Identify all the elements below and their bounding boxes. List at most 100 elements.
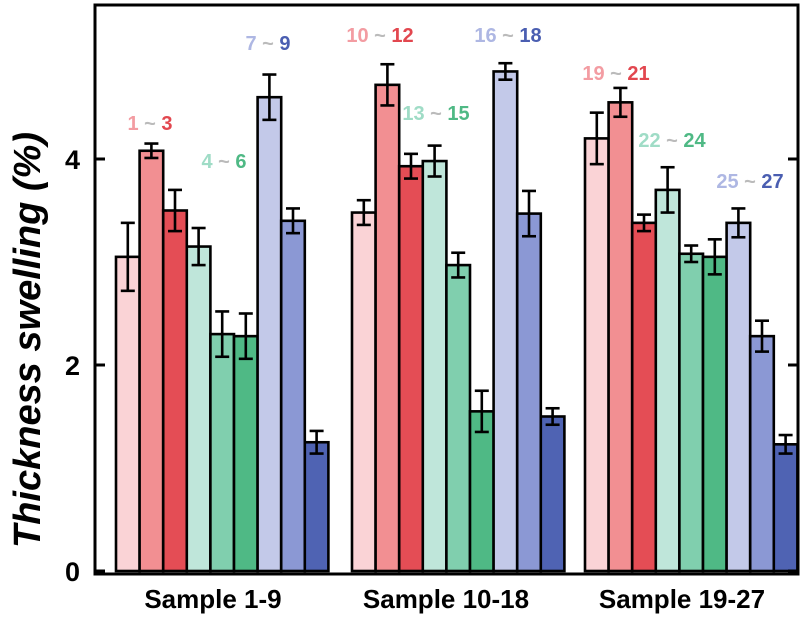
annotation-part: ~ bbox=[739, 171, 762, 193]
annotation-part: 12 bbox=[391, 25, 413, 47]
bar-g1-b9 bbox=[303, 440, 330, 573]
annotation-part: ~ bbox=[425, 103, 448, 125]
bar-g3-b9 bbox=[772, 443, 799, 573]
error-bar-g2-b6 bbox=[474, 389, 489, 434]
annotation-part: 25 bbox=[716, 171, 738, 193]
error-bar-g1-b9 bbox=[309, 429, 324, 455]
bar-g1-b2 bbox=[138, 149, 165, 573]
annotation-part: 15 bbox=[447, 103, 469, 125]
bar-g2-b6 bbox=[468, 410, 495, 573]
bar-range-annotation: 16 ~ 18 bbox=[474, 25, 541, 47]
annotation-part: ~ bbox=[213, 151, 236, 173]
bar-g2-b5 bbox=[445, 263, 472, 573]
annotation-part: 1 bbox=[127, 113, 138, 135]
bar-g1-b7 bbox=[256, 95, 283, 573]
bar-range-annotation: 25 ~ 27 bbox=[716, 171, 783, 193]
error-bar-g3-b6 bbox=[707, 238, 722, 276]
error-bar-g3-b7 bbox=[731, 207, 746, 239]
bar-g1-b5 bbox=[209, 332, 236, 573]
bar-g1-b8 bbox=[279, 219, 307, 573]
error-bar-g1-b6 bbox=[238, 312, 253, 361]
annotation-part: 6 bbox=[235, 151, 246, 173]
bar-range-annotation: 10 ~ 12 bbox=[346, 25, 413, 47]
bar-g3-b8 bbox=[748, 334, 776, 573]
annotation-part: 16 bbox=[474, 25, 496, 47]
annotation-part: 21 bbox=[627, 63, 649, 85]
x-category-label: Sample 10-18 bbox=[363, 584, 529, 614]
annotation-part: 24 bbox=[683, 130, 706, 152]
error-bar-g1-b8 bbox=[286, 207, 300, 235]
bar-range-annotation: 13 ~ 15 bbox=[402, 103, 469, 125]
bar-g3-b1 bbox=[583, 137, 610, 573]
bar-g2-b3 bbox=[397, 164, 425, 573]
error-bars-layer bbox=[120, 61, 793, 455]
error-bar-g2-b2 bbox=[380, 62, 395, 107]
annotation-part: 19 bbox=[582, 63, 604, 85]
annotation-part: ~ bbox=[257, 33, 280, 55]
bar-g2-b4 bbox=[421, 159, 448, 573]
bar-g2-b7 bbox=[492, 70, 519, 573]
y-tick-label: 0 bbox=[65, 557, 80, 587]
bar-range-annotation: 19 ~ 21 bbox=[582, 63, 649, 85]
bar-range-annotation: 7 ~ 9 bbox=[245, 33, 290, 55]
bar-range-annotation: 4 ~ 6 bbox=[201, 151, 246, 173]
bar-g2-b8 bbox=[515, 212, 543, 573]
bar-range-annotation: 1 ~ 3 bbox=[127, 113, 172, 135]
annotation-part: ~ bbox=[139, 113, 162, 135]
error-bar-g2-b1 bbox=[356, 198, 371, 227]
annotation-part: ~ bbox=[497, 25, 520, 47]
error-bar-g1-b2 bbox=[144, 142, 159, 160]
annotation-part: 3 bbox=[161, 113, 172, 135]
error-bar-g3-b1 bbox=[589, 111, 604, 166]
bar-range-annotation: 22 ~ 24 bbox=[638, 130, 706, 152]
bar-g3-b6 bbox=[701, 255, 728, 573]
bar-g1-b6 bbox=[232, 334, 259, 573]
plot-frame bbox=[93, 3, 800, 576]
bar-g3-b2 bbox=[607, 101, 634, 573]
error-bar-g1-b3 bbox=[168, 188, 182, 233]
error-bar-g1-b1 bbox=[120, 221, 135, 293]
bar-g2-b2 bbox=[374, 83, 401, 573]
annotation-part: 7 bbox=[245, 33, 256, 55]
x-category-label: Sample 19-27 bbox=[599, 584, 765, 614]
x-category-label: Sample 1-9 bbox=[144, 584, 281, 614]
error-bar-g2-b3 bbox=[404, 152, 418, 180]
error-bar-g2-b8 bbox=[522, 189, 536, 238]
bar-g3-b5 bbox=[678, 252, 705, 573]
error-bar-g2-b5 bbox=[451, 251, 466, 279]
bar-g3-b7 bbox=[725, 221, 752, 573]
error-bar-g3-b9 bbox=[778, 433, 793, 455]
annotation-part: 13 bbox=[402, 103, 424, 125]
y-axis-label: Thickness swelling (%) bbox=[7, 132, 49, 548]
bar-g1-b1 bbox=[114, 255, 141, 573]
annotation-part: 9 bbox=[279, 33, 290, 55]
bar-g2-b1 bbox=[350, 211, 377, 573]
error-bar-g3-b8 bbox=[755, 319, 769, 353]
annotation-part: ~ bbox=[661, 130, 684, 152]
ticks-layer: 0 2 4 Sample 1-9 Sample 10-18 Sample 19-27 bbox=[65, 145, 798, 614]
annotation-part: 10 bbox=[346, 25, 368, 47]
annotation-part: 4 bbox=[201, 151, 213, 173]
error-bar-g3-b3 bbox=[637, 213, 651, 233]
annotation-part: 22 bbox=[638, 130, 660, 152]
annotation-part: ~ bbox=[369, 25, 392, 47]
annotation-part: ~ bbox=[605, 63, 628, 85]
error-bar-g3-b2 bbox=[613, 86, 628, 119]
error-bar-g2-b4 bbox=[427, 144, 442, 178]
bar-g2-b9 bbox=[539, 415, 566, 573]
annotation-part: 27 bbox=[761, 171, 783, 193]
error-bar-g1-b4 bbox=[191, 226, 206, 267]
error-bar-g2-b9 bbox=[545, 406, 560, 427]
error-bar-g1-b5 bbox=[215, 310, 230, 359]
bar-g1-b4 bbox=[185, 245, 212, 573]
error-bar-g2-b7 bbox=[498, 61, 513, 81]
bar-g3-b3 bbox=[630, 221, 658, 573]
bar-g3-b4 bbox=[654, 188, 681, 573]
error-bar-g3-b4 bbox=[660, 165, 675, 214]
error-bar-g3-b5 bbox=[684, 244, 699, 264]
error-bar-g1-b7 bbox=[262, 73, 277, 122]
y-tick-label: 4 bbox=[65, 145, 80, 175]
annotation-part: 18 bbox=[519, 25, 541, 47]
